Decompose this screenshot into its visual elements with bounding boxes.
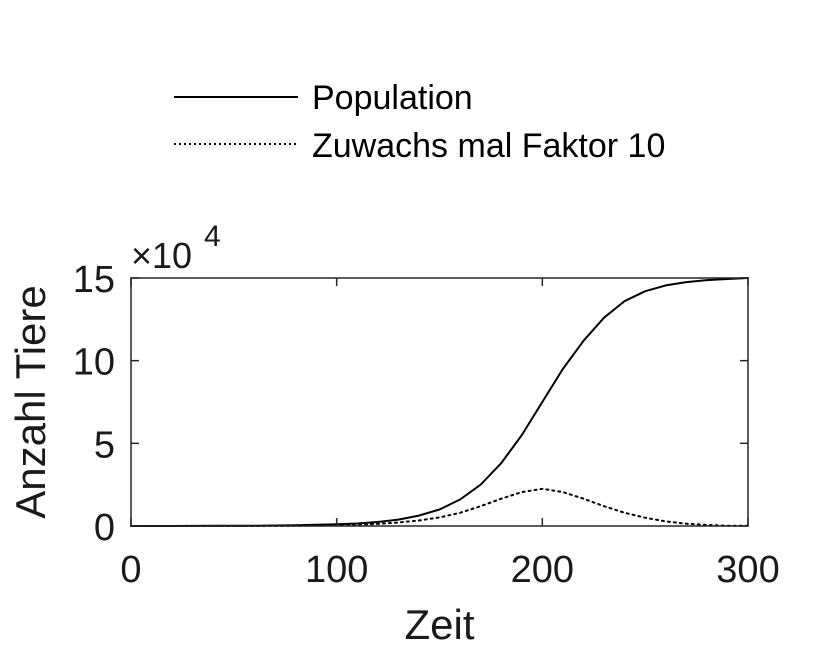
x-tick-label: 300 [716, 549, 779, 591]
legend: Population Zuwachs mal Faktor 10 [174, 79, 665, 165]
x-tick-label: 0 [120, 549, 141, 591]
x-axis-label: Zeit [404, 601, 474, 648]
y-multiplier-base: ×10 [131, 235, 192, 276]
axes: 0 100 200 300 0 5 10 15 [73, 259, 780, 591]
y-tick-label: 10 [73, 342, 115, 384]
y-multiplier-exponent: 4 [204, 220, 221, 253]
y-tick-label: 0 [94, 507, 115, 549]
x-tick-label: 100 [305, 549, 368, 591]
series-layer [130, 277, 749, 527]
y-axis-label: Anzahl Tiere [7, 285, 54, 518]
series-line-population [130, 277, 749, 527]
legend-label-zuwachs: Zuwachs mal Faktor 10 [312, 127, 665, 165]
x-tick-label: 200 [511, 549, 574, 591]
axes-box [130, 277, 749, 527]
y-multiplier-label: ×10 4 [131, 220, 221, 276]
series-line-zuwachs [130, 487, 749, 527]
legend-label-population: Population [312, 79, 473, 117]
y-tick-label: 5 [94, 424, 115, 466]
y-tick-label: 15 [73, 259, 115, 301]
